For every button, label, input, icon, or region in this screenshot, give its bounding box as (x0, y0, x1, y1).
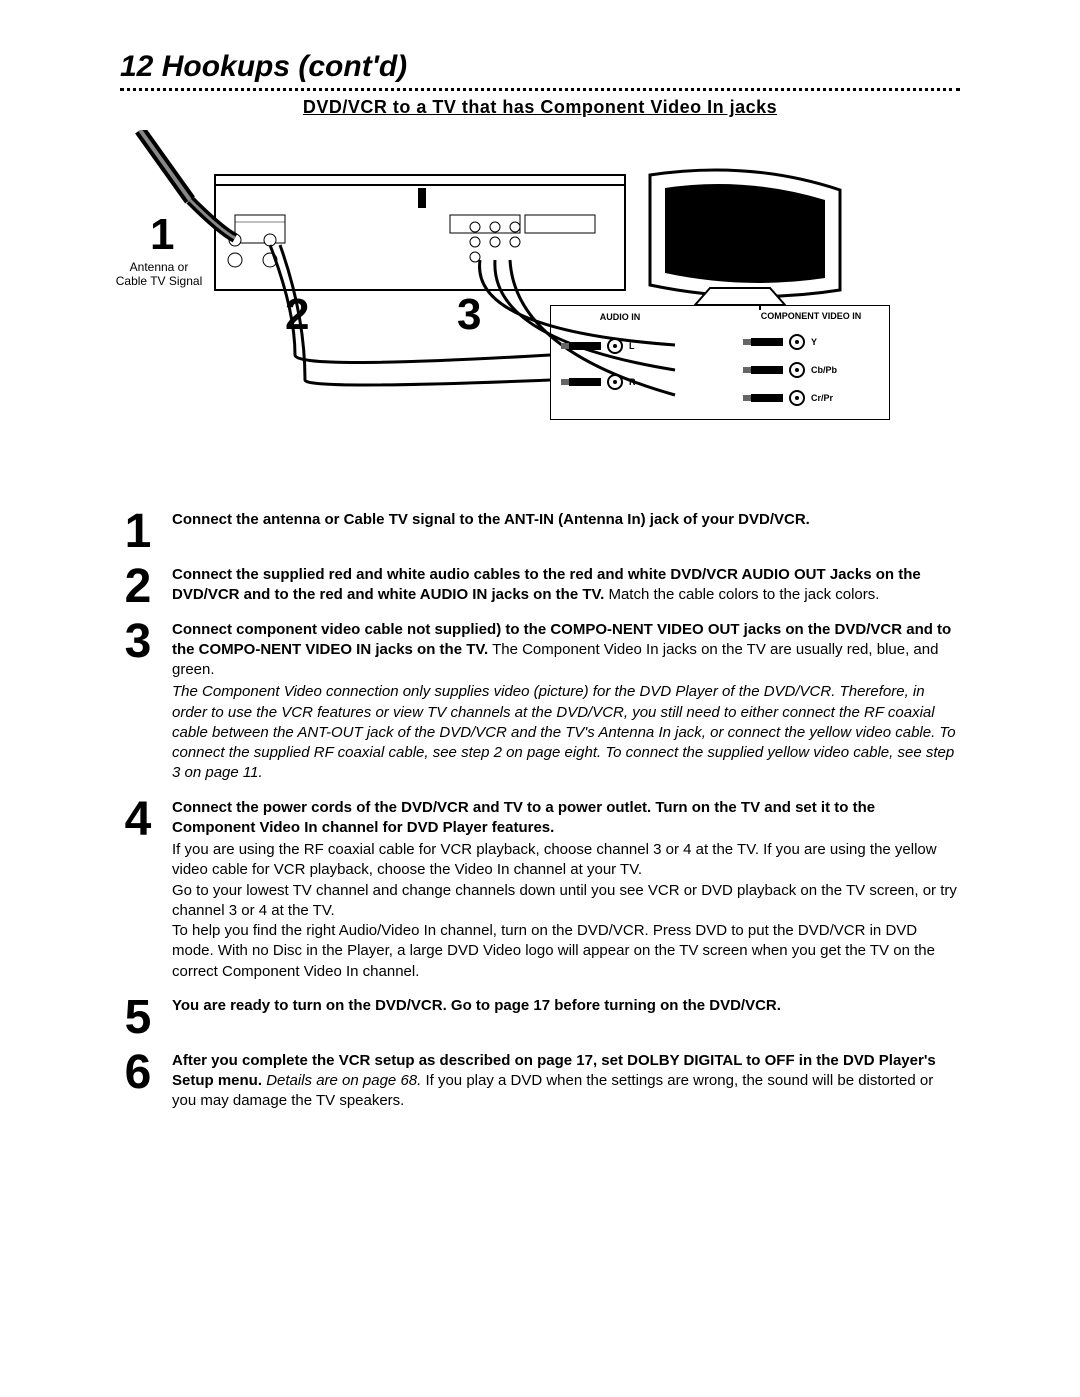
step-6: 6 After you complete the VCR setup as de… (120, 1051, 960, 1114)
step-num-4: 4 (120, 798, 156, 841)
comp-y-row: Y (751, 334, 817, 350)
step-4-plain: If you are using the RF coaxial cable fo… (172, 840, 960, 982)
comp-cb-row: Cb/Pb (751, 362, 837, 378)
comp-y-label: Y (811, 337, 817, 347)
step-5: 5 You are ready to turn on the DVD/VCR. … (120, 996, 960, 1039)
comp-cb-label: Cb/Pb (811, 365, 837, 375)
diagram-marker-3: 3 (457, 290, 481, 340)
audio-l-label: L (629, 341, 635, 351)
step-6-italic: Details are on page 68. (266, 1072, 421, 1089)
step-1-bold: Connect the antenna or Cable TV signal t… (172, 511, 810, 528)
comp-cr-row: Cr/Pr (751, 390, 833, 406)
jack-panel: AUDIO IN COMPONENT VIDEO IN L R Y Cb/Pb … (550, 305, 890, 420)
diagram-marker-1: 1 (150, 210, 174, 260)
step-num-6: 6 (120, 1051, 156, 1094)
page-title: 12 Hookups (cont'd) (120, 50, 960, 84)
steps-list: 1 Connect the antenna or Cable TV signal… (120, 510, 960, 1113)
audio-r-row: R (569, 374, 636, 390)
step-num-2: 2 (120, 565, 156, 608)
step-num-5: 5 (120, 996, 156, 1039)
diagram-marker-2: 2 (285, 290, 309, 340)
component-label: COMPONENT VIDEO IN (741, 312, 881, 322)
comp-cr-label: Cr/Pr (811, 393, 833, 403)
hookup-diagram: 1 Antenna or Cable TV Signal 2 3 AUDIO I… (120, 130, 960, 490)
step-num-3: 3 (120, 620, 156, 663)
step-3-italic: The Component Video connection only supp… (172, 682, 960, 783)
audio-in-label: AUDIO IN (555, 312, 685, 322)
step-5-bold: You are ready to turn on the DVD/VCR. Go… (172, 997, 781, 1014)
audio-l-row: L (569, 338, 635, 354)
subtitle: DVD/VCR to a TV that has Component Video… (120, 97, 960, 118)
step-num-1: 1 (120, 510, 156, 553)
step-2: 2 Connect the supplied red and white aud… (120, 565, 960, 608)
step-3: 3 Connect component video cable not supp… (120, 620, 960, 786)
divider (120, 88, 960, 91)
antenna-label: Antenna or Cable TV Signal (114, 260, 204, 289)
step-4-bold: Connect the power cords of the DVD/VCR a… (172, 799, 875, 836)
audio-r-label: R (629, 377, 636, 387)
step-2-plain: Match the cable colors to the jack color… (604, 586, 879, 603)
step-4: 4 Connect the power cords of the DVD/VCR… (120, 798, 960, 984)
step-1: 1 Connect the antenna or Cable TV signal… (120, 510, 960, 553)
